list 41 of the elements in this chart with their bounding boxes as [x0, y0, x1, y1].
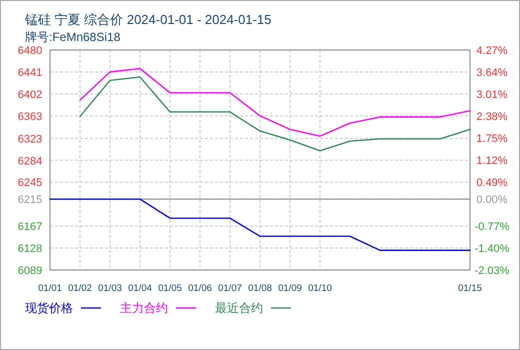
y2-tick-label: 3.64%: [476, 67, 508, 79]
y2-tick-label: 0.49%: [476, 177, 508, 189]
y-tick-label: 6284: [18, 155, 42, 168]
y-tick-label: 6441: [18, 66, 42, 79]
x-tick-label: 01/02: [68, 283, 92, 294]
y2-tick-label: 1.75%: [476, 133, 508, 145]
x-tick-label: 01/03: [98, 283, 122, 294]
x-tick-label: 01/15: [458, 283, 482, 294]
y-tick-label: 6323: [18, 133, 42, 146]
legend-label: 最近合约: [215, 301, 263, 315]
y2-tick-label: 3.01%: [476, 89, 508, 101]
x-tick-label: 01/06: [188, 283, 212, 294]
x-tick-label: 01/05: [158, 283, 182, 294]
x-tick-label: 01/08: [248, 283, 272, 294]
x-tick-label: 01/07: [218, 283, 242, 294]
y-tick-label: 6128: [18, 243, 42, 256]
x-tick-label: 01/10: [308, 283, 332, 294]
x-tick-label: 01/04: [128, 283, 152, 294]
legend-label: 主力合约: [120, 301, 168, 315]
line-series: [49, 198, 471, 251]
line-series: [79, 76, 471, 152]
y-tick-label: 6245: [18, 177, 42, 190]
y2-tick-label: -0.77%: [474, 221, 510, 233]
x-tick-label: 01/01: [38, 283, 62, 294]
y-tick-label: 6402: [18, 88, 42, 101]
y2-tick-label: 2.38%: [476, 111, 508, 123]
y-tick-label: 6089: [18, 265, 42, 277]
y2-tick-label: -2.03%: [474, 265, 510, 277]
legend-label: 现货价格: [25, 301, 73, 315]
y-tick-label: 6167: [18, 221, 42, 234]
y2-tick-label: 4.27%: [476, 45, 508, 57]
y2-tick-label: 0.00%: [476, 194, 508, 206]
y2-tick-label: 1.12%: [476, 155, 508, 167]
y-tick-label: 6363: [18, 110, 42, 123]
y-tick-label: 6480: [18, 45, 42, 57]
x-tick-label: 01/09: [278, 283, 302, 294]
chart-subtitle: 牌号:FeMn68Si18: [25, 30, 121, 44]
line-series: [79, 68, 471, 137]
y2-tick-label: -1.40%: [474, 243, 510, 255]
y-tick-label: 6215: [18, 194, 42, 206]
chart-title: 锰硅 宁夏 综合价 2024-01-01 - 2024-01-15: [24, 12, 272, 27]
